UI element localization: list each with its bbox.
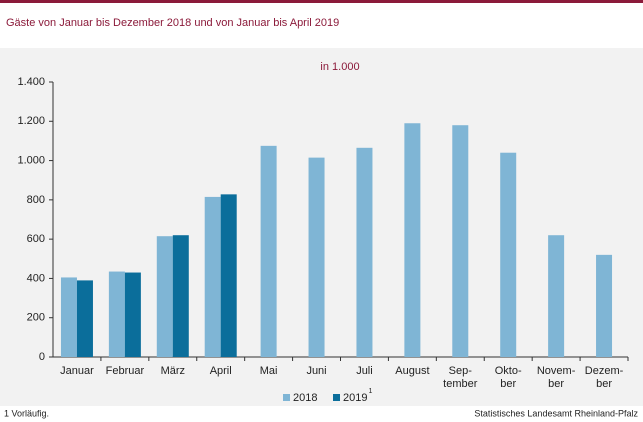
- y-tick-label: 1.400: [17, 76, 45, 88]
- bar: [76, 280, 93, 357]
- bar: [204, 196, 221, 357]
- x-tick-label: Juni: [306, 365, 326, 377]
- y-tick-label: 600: [27, 233, 45, 245]
- y-tick-label: 400: [27, 272, 45, 284]
- x-tick-label: Juli: [356, 365, 373, 377]
- legend-swatch: [333, 394, 340, 401]
- bar: [452, 125, 469, 357]
- legend-swatch: [283, 394, 290, 401]
- bar: [500, 152, 517, 357]
- y-tick-label: 1.000: [17, 154, 45, 166]
- bar: [404, 123, 421, 357]
- bar: [124, 272, 141, 357]
- bar: [108, 271, 125, 357]
- chart-title: Gäste von Januar bis Dezember 2018 und v…: [6, 17, 339, 29]
- bar: [60, 277, 77, 357]
- footnote: 1 Vorläufig.: [4, 408, 49, 418]
- x-tick-label: August: [395, 365, 429, 377]
- bar: [260, 145, 277, 357]
- x-tick-label: Januar: [60, 365, 94, 377]
- x-tick-label: Okto-ber: [495, 365, 522, 390]
- y-tick-label: 0: [39, 351, 45, 363]
- x-tick-label: Sep-tember: [443, 365, 478, 390]
- y-tick-label: 200: [27, 312, 45, 324]
- x-tick-label: Dezem-ber: [585, 365, 624, 390]
- bar: [596, 254, 613, 357]
- top-rule: [0, 0, 643, 3]
- legend-note: 1: [368, 388, 372, 395]
- x-tick-label: Novem-ber: [537, 365, 576, 390]
- legend-label: 2019: [343, 392, 367, 404]
- y-tick-label: 1.200: [17, 115, 45, 127]
- bar: [356, 147, 373, 357]
- bar: [172, 235, 189, 357]
- x-tick-label: April: [210, 365, 232, 377]
- x-tick-label: Februar: [106, 365, 145, 377]
- chart-subtitle: in 1.000: [320, 61, 359, 73]
- bar: [548, 235, 565, 357]
- x-tick-label: Mai: [260, 365, 278, 377]
- bar: [156, 236, 173, 357]
- x-tick-label: März: [161, 365, 185, 377]
- legend-label: 2018: [293, 392, 317, 404]
- bar: [220, 194, 237, 357]
- source: Statistisches Landesamt Rheinland-Pfalz: [474, 408, 638, 418]
- bar: [308, 157, 325, 357]
- y-tick-label: 800: [27, 194, 45, 206]
